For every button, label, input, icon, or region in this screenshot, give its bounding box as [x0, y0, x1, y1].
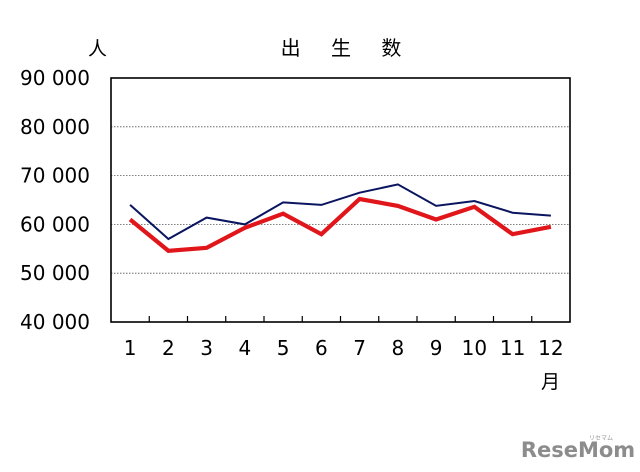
x-tick-label: 4	[239, 336, 252, 360]
x-tick-label: 8	[392, 336, 405, 360]
series-line-1	[129, 183, 551, 241]
x-tick-label: 1	[124, 336, 137, 360]
chart-title: 出 生 数	[281, 36, 414, 60]
x-tick-label: 10	[462, 336, 487, 360]
x-tick-label: 2	[162, 336, 175, 360]
x-axis-unit-label: 月	[541, 371, 560, 393]
logo-text: ReseMom	[521, 438, 635, 462]
x-tick-label: 11	[500, 336, 525, 360]
logo-ruby: リセマム	[589, 435, 613, 442]
y-tick-label: 90 000	[20, 66, 90, 90]
series-line-2	[128, 196, 552, 253]
series-lines	[128, 183, 552, 253]
y-tick-labels: 40 000 50 000 60 000 70 000 80 000 90 000	[20, 66, 90, 334]
resemom-logo: リセマム ReseMom	[521, 435, 635, 462]
y-axis-unit-label: 人	[88, 38, 107, 60]
x-tick-label: 3	[200, 336, 213, 360]
y-tick-label: 40 000	[20, 310, 90, 334]
x-tick-label: 6	[315, 336, 328, 360]
x-tick-label: 7	[353, 336, 366, 360]
axes	[110, 77, 571, 323]
grid-lines	[111, 126, 570, 274]
x-tick-labels: 1 2 3 4 5 6 7 8 9 10 11 12	[124, 336, 564, 360]
y-tick-label: 70 000	[20, 164, 90, 188]
x-tick-label: 12	[538, 336, 563, 360]
x-tick-label: 5	[277, 336, 290, 360]
y-tick-label: 60 000	[20, 212, 90, 236]
y-tick-label: 80 000	[20, 115, 90, 139]
y-tick-label: 50 000	[20, 261, 90, 285]
plot-frame	[110, 77, 571, 323]
x-tick-label: 9	[430, 336, 443, 360]
